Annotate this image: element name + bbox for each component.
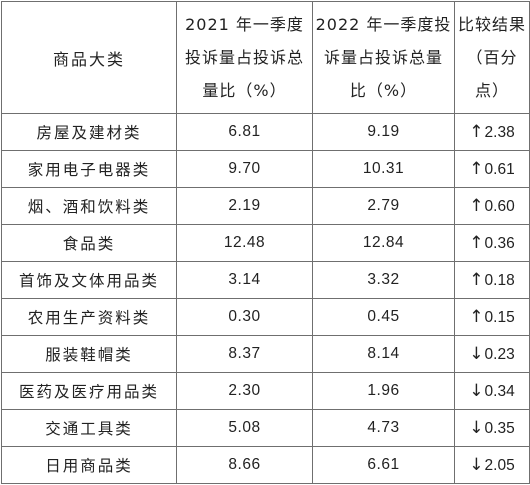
category-cell: 家用电子电器类: [1, 150, 177, 188]
category-cell: 烟、酒和饮料类: [1, 187, 177, 225]
change-value: 0.61: [484, 161, 515, 178]
header-share-2022-line-1: 2022 年一季度投: [315, 15, 452, 34]
category-cell: 首饰及文体用品类: [1, 261, 177, 299]
share-2021-cell: 9.70: [176, 150, 313, 188]
category-cell: 房屋及建材类: [1, 113, 177, 151]
change-cell: ↑0.61: [454, 150, 530, 188]
header-change-line-2: （百分: [466, 48, 518, 67]
share-2021-cell: 6.81: [176, 113, 313, 151]
arrow-up-icon: ↑: [469, 159, 484, 179]
change-value: 0.23: [484, 346, 515, 363]
header-share-2021: 2021 年一季度 投诉量占投诉总 量比（%）: [176, 1, 313, 114]
category-cell: 服装鞋帽类: [1, 335, 177, 373]
change-cell: ↑0.36: [454, 224, 530, 262]
share-2022-cell: 6.61: [312, 446, 455, 484]
change-value: 0.60: [484, 198, 515, 215]
arrow-up-icon: ↑: [469, 122, 484, 142]
category-cell: 日用商品类: [1, 446, 177, 484]
share-2022-cell: 8.14: [312, 335, 455, 373]
arrow-down-icon: ↓: [469, 418, 484, 438]
header-share-2021-line-3: 量比（%）: [202, 81, 287, 100]
share-2021-cell: 8.37: [176, 335, 313, 373]
header-share-2021-line-2: 投诉量占投诉总: [184, 48, 304, 67]
category-cell: 农用生产资料类: [1, 298, 177, 336]
share-2022-cell: 12.84: [312, 224, 455, 262]
change-cell: ↓0.23: [454, 335, 530, 373]
header-change-line-3: 点）: [474, 81, 509, 100]
change-value: 0.34: [484, 383, 515, 400]
change-value: 0.35: [484, 420, 515, 437]
table-row: 食品类 12.48 12.84 ↑0.36: [1, 224, 530, 262]
arrow-up-icon: ↑: [469, 233, 484, 253]
category-cell: 医药及医疗用品类: [1, 372, 177, 410]
table-row: 日用商品类 8.66 6.61 ↓2.05: [1, 446, 530, 484]
arrow-up-icon: ↑: [469, 307, 484, 327]
table-row: 农用生产资料类 0.30 0.45 ↑0.15: [1, 298, 530, 336]
share-2021-cell: 5.08: [176, 409, 313, 447]
category-cell: 交通工具类: [1, 409, 177, 447]
category-cell: 食品类: [1, 224, 177, 262]
arrow-up-icon: ↑: [469, 270, 484, 290]
change-cell: ↑0.15: [454, 298, 530, 336]
change-cell: ↑0.60: [454, 187, 530, 225]
header-category: 商品大类: [1, 1, 177, 114]
change-cell: ↑2.38: [454, 113, 530, 151]
change-value: 2.05: [484, 457, 515, 474]
share-2021-cell: 2.19: [176, 187, 313, 225]
arrow-down-icon: ↓: [469, 455, 484, 475]
header-share-2021-line-1: 2021 年一季度: [185, 15, 304, 34]
arrow-down-icon: ↓: [469, 381, 484, 401]
change-cell: ↓2.05: [454, 446, 530, 484]
share-2021-cell: 8.66: [176, 446, 313, 484]
table-row: 房屋及建材类 6.81 9.19 ↑2.38: [1, 113, 530, 151]
table-row: 交通工具类 5.08 4.73 ↓0.35: [1, 409, 530, 447]
header-category-label: 商品大类: [52, 49, 125, 69]
share-2022-cell: 3.32: [312, 261, 455, 299]
header-share-2022-line-3: 比（%）: [349, 81, 418, 100]
share-2022-cell: 4.73: [312, 409, 455, 447]
change-cell: ↑0.18: [454, 261, 530, 299]
table-row: 烟、酒和饮料类 2.19 2.79 ↑0.60: [1, 187, 530, 225]
change-value: 0.15: [484, 309, 515, 326]
header-share-2022-line-2: 诉量占投诉总量: [323, 48, 443, 67]
header-share-2022: 2022 年一季度投 诉量占投诉总量 比（%）: [312, 1, 455, 114]
table-row: 首饰及文体用品类 3.14 3.32 ↑0.18: [1, 261, 530, 299]
change-value: 0.18: [484, 272, 515, 289]
share-2021-cell: 12.48: [176, 224, 313, 262]
header-row: 商品大类 2021 年一季度 投诉量占投诉总 量比（%） 2022 年一季度投 …: [1, 1, 530, 114]
share-2022-cell: 10.31: [312, 150, 455, 188]
table-row: 医药及医疗用品类 2.30 1.96 ↓0.34: [1, 372, 530, 410]
table-row: 服装鞋帽类 8.37 8.14 ↓0.23: [1, 335, 530, 373]
change-cell: ↓0.34: [454, 372, 530, 410]
arrow-up-icon: ↑: [469, 196, 484, 216]
table-row: 家用电子电器类 9.70 10.31 ↑0.61: [1, 150, 530, 188]
share-2022-cell: 1.96: [312, 372, 455, 410]
header-change-line-1: 比较结果: [457, 15, 526, 34]
header-change: 比较结果 （百分 点）: [454, 1, 530, 114]
share-2021-cell: 3.14: [176, 261, 313, 299]
change-value: 2.38: [484, 124, 515, 141]
share-2021-cell: 2.30: [176, 372, 313, 410]
share-2022-cell: 0.45: [312, 298, 455, 336]
share-2021-cell: 0.30: [176, 298, 313, 336]
change-value: 0.36: [484, 235, 515, 252]
arrow-down-icon: ↓: [469, 344, 484, 364]
change-cell: ↓0.35: [454, 409, 530, 447]
share-2022-cell: 2.79: [312, 187, 455, 225]
share-2022-cell: 9.19: [312, 113, 455, 151]
